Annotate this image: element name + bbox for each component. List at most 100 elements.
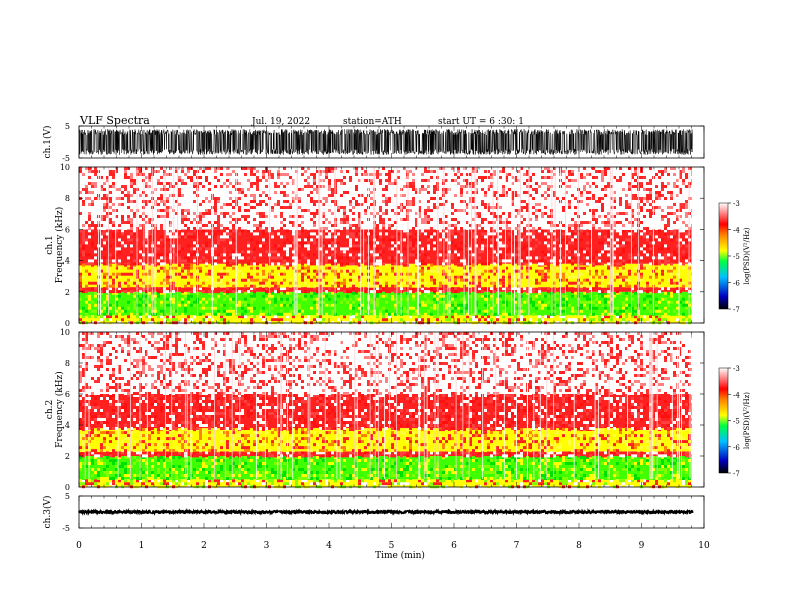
- spectrogram-cell: [313, 297, 316, 301]
- spectrogram-cell: [181, 247, 184, 251]
- spectrogram-cell: [619, 232, 622, 236]
- spectrogram-cell: [592, 312, 595, 316]
- spectrogram-cell: [127, 167, 130, 170]
- spectrogram-cell: [280, 278, 283, 282]
- spectrogram-cell: [409, 170, 412, 173]
- spectrogram-cell: [136, 262, 139, 266]
- spectrogram-cell: [229, 232, 232, 236]
- spectrogram-cell: [523, 182, 526, 185]
- spectrogram-cell: [676, 287, 679, 291]
- spectrogram-cell: [655, 272, 658, 276]
- spectrogram-cell: [325, 272, 328, 276]
- spectrogram-cell: [325, 290, 328, 294]
- spectrogram-cell: [514, 291, 517, 295]
- spectrogram-cell: [328, 235, 331, 239]
- spectrogram-cell: [250, 179, 253, 182]
- spectrogram-cell: [505, 244, 508, 248]
- spectrogram-cell: [229, 287, 232, 291]
- spectrogram-cell: [394, 312, 397, 316]
- spectrogram-cell: [499, 278, 502, 282]
- spectrogram-cell: [589, 306, 592, 310]
- spectrogram-cell: [598, 170, 601, 173]
- spectrogram-cell: [199, 238, 202, 242]
- spectrogram-cell: [409, 278, 412, 282]
- spectrogram-cell: [586, 278, 589, 282]
- spectrogram-cell: [181, 297, 184, 301]
- spectrogram-cell: [220, 303, 223, 307]
- spectrogram-cell: [220, 281, 223, 285]
- spectrogram-cell: [106, 297, 109, 301]
- spectrogram-cell: [220, 185, 223, 188]
- spectrogram-cell: [250, 291, 253, 295]
- spectrogram-cell: [463, 318, 466, 322]
- spectrogram-cell: [376, 185, 379, 188]
- spectrogram-cell: [100, 290, 103, 294]
- spectrogram-cell: [364, 244, 367, 248]
- spectrogram-cell: [415, 253, 418, 257]
- spectrogram-cell: [328, 250, 331, 254]
- spectrogram-cell: [655, 309, 658, 313]
- spectrogram-cell: [121, 241, 124, 245]
- spectrogram-cell: [481, 170, 484, 173]
- spectrogram-cell: [379, 182, 382, 185]
- spectrogram-cell: [439, 247, 442, 251]
- spectrogram-cell: [130, 291, 133, 295]
- spectrogram-cell: [349, 176, 352, 179]
- spectrogram-cell: [316, 297, 319, 301]
- spectrogram-cell: [319, 179, 322, 182]
- spectrogram-cell: [295, 287, 298, 291]
- spectrogram-cell: [256, 173, 259, 176]
- spectrogram-cell: [463, 278, 466, 282]
- spectrogram-cell: [682, 250, 685, 254]
- spectrogram-cell: [430, 173, 433, 176]
- spectrogram-cell: [403, 259, 406, 263]
- spectrogram-cell: [601, 294, 604, 298]
- spectrogram-cell: [118, 259, 121, 263]
- spectrogram-cell: [145, 281, 148, 285]
- spectrogram-cell: [343, 176, 346, 179]
- spectrogram-cell: [136, 312, 139, 316]
- spectrogram-cell: [607, 259, 610, 263]
- spectrogram-cell: [340, 281, 343, 285]
- spectrogram-cell: [124, 244, 127, 248]
- spectrogram-cell: [391, 191, 394, 194]
- spectrogram-cell: [157, 259, 160, 263]
- spectrogram-cell: [199, 232, 202, 236]
- spectrogram-cell: [562, 290, 565, 294]
- spectrogram-cell: [346, 269, 349, 273]
- spectrogram-cell: [100, 309, 103, 313]
- spectrogram-cell: [238, 182, 241, 185]
- spectrogram-cell: [103, 247, 106, 251]
- spectrogram-cell: [568, 241, 571, 245]
- spectrogram-cell: [346, 284, 349, 288]
- spectrogram-cell: [415, 191, 418, 194]
- spectrogram-cell: [292, 188, 295, 191]
- spectrogram-cell: [640, 272, 643, 276]
- spectrogram-cell: [226, 253, 229, 257]
- spectrogram-cell: [430, 232, 433, 236]
- spectrogram-cell: [166, 272, 169, 276]
- spectrogram-cell: [673, 256, 676, 260]
- spectrogram-cell: [184, 179, 187, 182]
- spectrogram-cell: [616, 272, 619, 276]
- spectrogram-cell: [580, 262, 583, 266]
- spectrogram-cell: [190, 176, 193, 179]
- spectrogram-cell: [259, 309, 262, 313]
- spectrogram-cell: [325, 167, 328, 170]
- spectrogram-cell: [553, 309, 556, 313]
- spectrogram-cell: [421, 176, 424, 179]
- spectrogram-cell: [676, 281, 679, 285]
- spectrogram-cell: [589, 272, 592, 276]
- spectrogram-cell: [316, 238, 319, 242]
- spectrogram-cell: [553, 303, 556, 307]
- spectrogram-cell: [148, 269, 151, 273]
- spectrogram-cell: [508, 241, 511, 245]
- spectrogram-cell: [427, 170, 430, 173]
- spectrogram-cell: [316, 300, 319, 304]
- spectrogram-cell: [130, 173, 133, 176]
- spectrogram-cell: [91, 300, 94, 304]
- spectrogram-cell: [205, 318, 208, 322]
- spectrogram-cell: [325, 182, 328, 185]
- spectrogram-cell: [118, 232, 121, 236]
- spectrogram-cell: [133, 266, 136, 270]
